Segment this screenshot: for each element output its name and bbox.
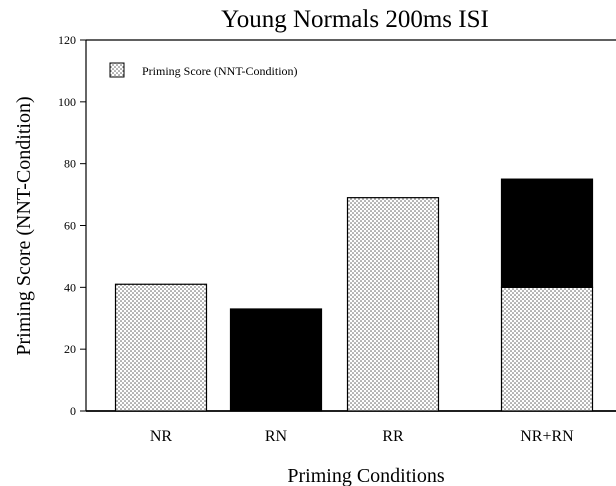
bar-segment-dotted xyxy=(114,283,208,412)
bar-segment-solid xyxy=(229,308,323,412)
bar xyxy=(114,283,208,412)
bar-segment-solid xyxy=(500,178,594,288)
bar xyxy=(500,178,594,412)
y-tick-label: 20 xyxy=(64,342,76,356)
x-tick-label: RR xyxy=(382,428,404,445)
bar-segment-dotted xyxy=(500,286,594,412)
legend-label: Priming Score (NNT-Condition) xyxy=(142,64,298,78)
y-tick-label: 40 xyxy=(64,280,76,294)
y-axis-title: Priming Score (NNT-Condition) xyxy=(13,96,35,355)
x-tick-label: NR xyxy=(150,428,173,445)
y-tick-label: 60 xyxy=(64,219,76,233)
bar-segment-dotted xyxy=(346,197,440,412)
x-tick-label: RN xyxy=(265,428,288,445)
y-tick-label: 80 xyxy=(64,157,76,171)
chart-title: Young Normals 200ms ISI xyxy=(221,6,489,33)
y-tick-label: 0 xyxy=(70,404,76,418)
legend-swatch xyxy=(109,62,125,78)
bars xyxy=(114,178,594,412)
bar xyxy=(346,197,440,412)
x-axis: NR RN RR NR+RN xyxy=(150,428,574,445)
x-axis-title: Priming Conditions xyxy=(287,465,444,486)
bar xyxy=(229,308,323,412)
x-tick-label: NR+RN xyxy=(520,428,574,445)
y-tick-label: 100 xyxy=(58,95,76,109)
y-axis: 0 20 40 60 80 100 120 xyxy=(58,33,86,418)
legend: Priming Score (NNT-Condition) xyxy=(109,62,298,78)
y-tick-label: 120 xyxy=(58,33,76,47)
